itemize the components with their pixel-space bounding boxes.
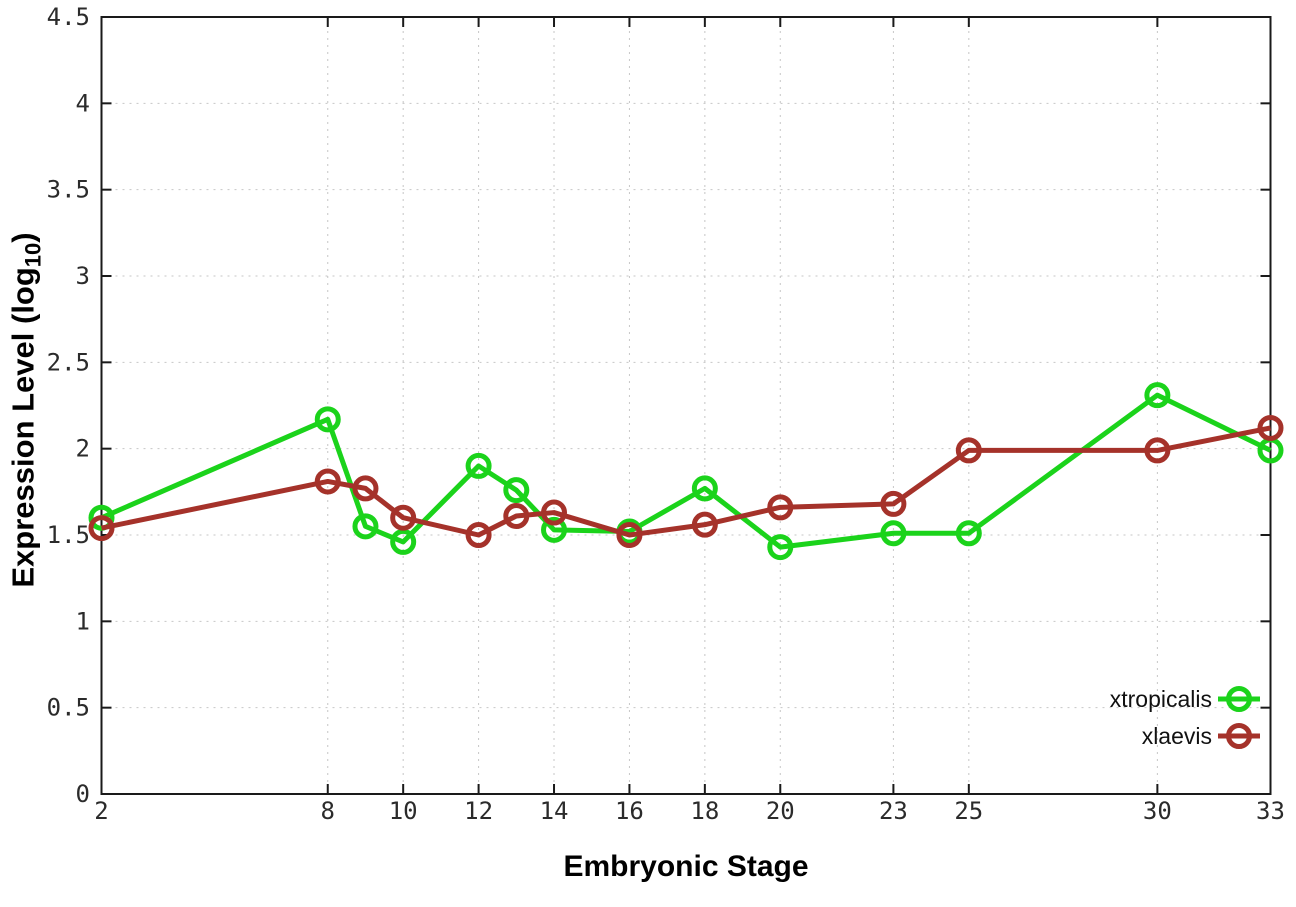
data-point-xtropicalis xyxy=(880,520,907,547)
data-point-xlaevis xyxy=(691,511,718,538)
data-point-xtropicalis xyxy=(314,406,341,433)
series-line-xlaevis xyxy=(100,425,1271,538)
data-point-xtropicalis xyxy=(88,504,115,531)
y-axis-label-close: ) xyxy=(5,232,41,243)
series-line-xtropicalis xyxy=(100,392,1272,550)
legend-label-xtropicalis: xtropicalis xyxy=(1109,686,1212,712)
x-tick-label: 25 xyxy=(954,797,983,825)
data-point-xlaevis xyxy=(352,475,379,502)
legend-marker-xtropicalis xyxy=(1226,686,1252,712)
data-point-xlaevis xyxy=(880,490,907,517)
x-tick-label: 20 xyxy=(766,797,795,825)
x-tick-label: 16 xyxy=(615,797,644,825)
y-tick-label: 3 xyxy=(76,262,90,290)
legend-item-xlaevis: xlaevis xyxy=(1110,718,1212,755)
x-tick-label: 18 xyxy=(690,797,719,825)
data-point-xtropicalis xyxy=(352,513,379,540)
y-tick-label: 0 xyxy=(76,780,90,808)
plot-border xyxy=(100,16,1272,795)
legend-item-xtropicalis: xtropicalis xyxy=(1110,681,1212,718)
y-tick-label: 4.5 xyxy=(47,3,90,31)
data-point-xtropicalis xyxy=(390,528,417,555)
x-tick-label: 10 xyxy=(389,797,418,825)
data-point-xlaevis xyxy=(503,503,530,530)
data-point-xtropicalis xyxy=(955,520,982,547)
data-point-xlaevis xyxy=(1257,414,1284,441)
y-axis-label-subscript: 10 xyxy=(20,242,46,268)
data-point-xtropicalis xyxy=(465,452,492,479)
y-axis-label-text: Expression Level (log xyxy=(5,267,41,588)
data-point-xlaevis xyxy=(314,468,341,495)
y-tick-label: 1 xyxy=(76,607,90,635)
legend-marker-xlaevis xyxy=(1226,723,1252,749)
data-point-xtropicalis xyxy=(541,516,568,543)
legend: xtropicalis xlaevis xyxy=(1110,681,1212,755)
y-tick-label: 3.5 xyxy=(47,176,90,204)
y-tick-label: 4 xyxy=(76,89,90,117)
y-tick-label: 2 xyxy=(76,435,90,463)
data-point-xlaevis xyxy=(1144,437,1171,464)
data-point-xtropicalis xyxy=(1144,382,1171,409)
data-point-xlaevis xyxy=(616,522,643,548)
y-tick-label: 0.5 xyxy=(47,694,90,722)
data-point-xlaevis xyxy=(390,504,417,531)
data-point-xlaevis xyxy=(541,499,568,526)
data-point-xtropicalis xyxy=(691,475,718,502)
y-tick-label: 1.5 xyxy=(47,521,90,549)
legend-label-xlaevis: xlaevis xyxy=(1141,723,1212,749)
data-point-xlaevis xyxy=(88,515,115,542)
x-tick-label: 12 xyxy=(464,797,493,825)
data-point-xtropicalis xyxy=(767,534,794,561)
x-tick-label: 14 xyxy=(540,797,569,825)
x-tick-label: 30 xyxy=(1143,797,1172,825)
x-tick-label: 2 xyxy=(94,797,108,825)
x-tick-label: 8 xyxy=(321,797,335,825)
x-tick-label: 33 xyxy=(1256,797,1285,825)
y-tick-label: 2.5 xyxy=(47,348,90,376)
data-point-xlaevis xyxy=(465,522,492,548)
y-axis-label: Expression Level (log10) xyxy=(5,232,46,587)
x-axis-label: Embryonic Stage xyxy=(563,850,809,883)
data-point-xlaevis xyxy=(955,437,982,464)
data-point-xtropicalis xyxy=(503,477,530,504)
data-point-xlaevis xyxy=(767,494,794,521)
x-tick-label: 23 xyxy=(879,797,908,825)
